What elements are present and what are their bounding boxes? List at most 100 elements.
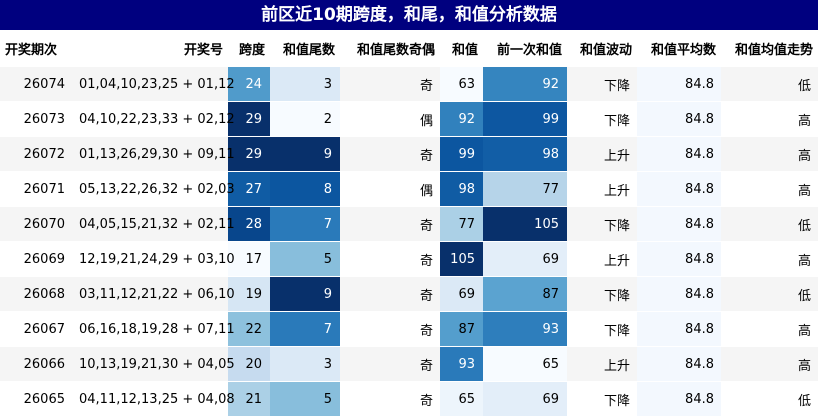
cell-parity: 奇 (340, 277, 440, 312)
cell-parity: 奇 (340, 347, 440, 382)
cell-prev-sum: 99 (483, 102, 567, 137)
cell-avg: 84.8 (637, 347, 721, 382)
cell-numbers: 04,10,22,23,33 + 02,12 (72, 102, 228, 137)
cell-wave: 上升 (567, 347, 637, 382)
cell-trend: 高 (721, 312, 818, 347)
cell-trend: 高 (721, 137, 818, 172)
cell-trend: 高 (721, 242, 818, 277)
cell-prev-sum: 69 (483, 382, 567, 416)
cell-wave: 上升 (567, 172, 637, 207)
header-tail: 和值尾数 (270, 30, 340, 67)
cell-trend: 高 (721, 347, 818, 382)
analysis-table: 开奖期次 开奖号 跨度 和值尾数 和值尾数奇偶 和值 前一次和值 和值波动 和值… (0, 30, 818, 416)
cell-avg: 84.8 (637, 207, 721, 242)
cell-parity: 偶 (340, 102, 440, 137)
cell-issue: 26067 (0, 312, 72, 347)
cell-trend: 低 (721, 277, 818, 312)
cell-parity: 奇 (340, 67, 440, 102)
cell-avg: 84.8 (637, 137, 721, 172)
table-title: 前区近10期跨度，和尾，和值分析数据 (0, 0, 818, 30)
header-prev-sum: 前一次和值 (483, 30, 567, 67)
cell-issue: 26073 (0, 102, 72, 137)
cell-avg: 84.8 (637, 67, 721, 102)
cell-wave: 下降 (567, 277, 637, 312)
cell-numbers: 04,05,15,21,32 + 02,11 (72, 207, 228, 242)
cell-issue: 26072 (0, 137, 72, 172)
cell-parity: 奇 (340, 207, 440, 242)
cell-numbers: 12,19,21,24,29 + 03,10 (72, 242, 228, 277)
cell-issue: 26066 (0, 347, 72, 382)
cell-sum: 65 (440, 382, 483, 416)
cell-sum: 98 (440, 172, 483, 207)
cell-prev-sum: 105 (483, 207, 567, 242)
cell-trend: 高 (721, 172, 818, 207)
cell-issue: 26065 (0, 382, 72, 416)
cell-tail: 5 (270, 382, 340, 416)
cell-sum: 87 (440, 312, 483, 347)
cell-wave: 下降 (567, 207, 637, 242)
header-parity: 和值尾数奇偶 (340, 30, 440, 67)
header-span: 跨度 (228, 30, 270, 67)
cell-wave: 下降 (567, 102, 637, 137)
cell-parity: 奇 (340, 137, 440, 172)
cell-tail: 2 (270, 102, 340, 137)
header-sum: 和值 (440, 30, 483, 67)
cell-numbers: 01,04,10,23,25 + 01,12 (72, 67, 228, 102)
cell-parity: 奇 (340, 382, 440, 416)
cell-numbers: 03,11,12,21,22 + 06,10 (72, 277, 228, 312)
cell-parity: 偶 (340, 172, 440, 207)
cell-tail: 9 (270, 277, 340, 312)
header-row: 开奖期次 开奖号 跨度 和值尾数 和值尾数奇偶 和值 前一次和值 和值波动 和值… (0, 30, 818, 67)
cell-sum: 105 (440, 242, 483, 277)
header-trend: 和值均值走势 (721, 30, 818, 67)
cell-numbers: 06,16,18,19,28 + 07,11 (72, 312, 228, 347)
cell-avg: 84.8 (637, 102, 721, 137)
cell-parity: 奇 (340, 242, 440, 277)
header-avg: 和值平均数 (637, 30, 721, 67)
cell-sum: 63 (440, 67, 483, 102)
cell-trend: 高 (721, 102, 818, 137)
cell-tail: 7 (270, 207, 340, 242)
cell-avg: 84.8 (637, 242, 721, 277)
cell-parity: 奇 (340, 312, 440, 347)
cell-numbers: 05,13,22,26,32 + 02,03 (72, 172, 228, 207)
cell-sum: 99 (440, 137, 483, 172)
header-wave: 和值波动 (567, 30, 637, 67)
cell-issue: 26071 (0, 172, 72, 207)
cell-avg: 84.8 (637, 312, 721, 347)
cell-avg: 84.8 (637, 277, 721, 312)
cell-tail: 7 (270, 312, 340, 347)
cell-sum: 93 (440, 347, 483, 382)
cell-issue: 26069 (0, 242, 72, 277)
cell-wave: 上升 (567, 242, 637, 277)
cell-prev-sum: 98 (483, 137, 567, 172)
cell-tail: 9 (270, 137, 340, 172)
cell-prev-sum: 87 (483, 277, 567, 312)
cell-sum: 92 (440, 102, 483, 137)
cell-tail: 5 (270, 242, 340, 277)
cell-issue: 26068 (0, 277, 72, 312)
cell-wave: 下降 (567, 382, 637, 416)
cell-prev-sum: 77 (483, 172, 567, 207)
cell-numbers: 04,11,12,13,25 + 04,08 (72, 382, 228, 416)
cell-avg: 84.8 (637, 172, 721, 207)
cell-numbers: 01,13,26,29,30 + 09,11 (72, 137, 228, 172)
cell-trend: 低 (721, 67, 818, 102)
cell-sum: 77 (440, 207, 483, 242)
cell-tail: 8 (270, 172, 340, 207)
cell-trend: 低 (721, 207, 818, 242)
cell-sum: 69 (440, 277, 483, 312)
cell-tail: 3 (270, 67, 340, 102)
cell-prev-sum: 69 (483, 242, 567, 277)
cell-wave: 下降 (567, 67, 637, 102)
